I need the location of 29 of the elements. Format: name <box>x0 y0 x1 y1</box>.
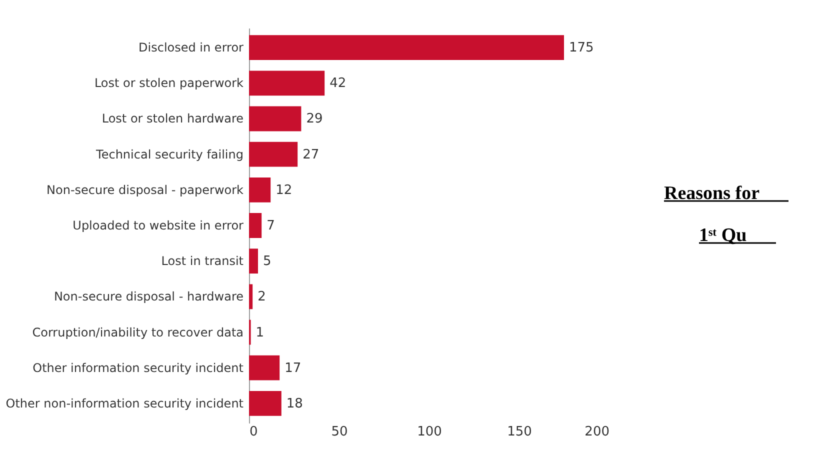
y-tick-label: Lost or stolen hardware <box>102 112 244 126</box>
text: 1ˢᵗ Qu <box>699 225 748 246</box>
data-label: 5 <box>263 254 272 270</box>
x-tick-label: 50 <box>331 424 348 440</box>
x-tick-label: 200 <box>584 424 610 440</box>
data-label: 27 <box>302 147 320 162</box>
data-label: 2 <box>258 290 266 305</box>
x-tick-label: 100 <box>417 424 442 440</box>
data-label: 175 <box>569 40 594 56</box>
x-tick-label: 0 <box>250 424 258 440</box>
y-tick-label: Uploaded to website in error <box>72 218 244 232</box>
data-label: 7 <box>266 218 275 234</box>
data-label: 29 <box>306 112 323 127</box>
text: Reasons for <box>664 183 760 204</box>
y-tick-label: Other information security incident <box>32 360 244 375</box>
data-label: 17 <box>284 360 302 376</box>
data-label: 1 <box>256 325 264 340</box>
y-tick-label: Lost or stolen paperwork <box>94 76 244 90</box>
y-tick-label: Technical security failing <box>95 147 244 162</box>
y-tick-label: Non-secure disposal - paperwork <box>46 182 244 197</box>
y-tick-label: Disclosed in error <box>138 40 244 55</box>
x-tick-label: 150 <box>507 424 532 440</box>
data-label: 18 <box>286 396 303 412</box>
y-tick-label: Lost in transit <box>161 254 244 268</box>
y-tick-label: Other non-information security incident <box>6 396 244 410</box>
data-label: 12 <box>276 182 292 198</box>
data-label: 42 <box>330 76 346 92</box>
y-tick-label: Corruption/inability to recover data <box>32 325 244 340</box>
y-tick-label: Non-secure disposal - hardware <box>54 290 244 304</box>
